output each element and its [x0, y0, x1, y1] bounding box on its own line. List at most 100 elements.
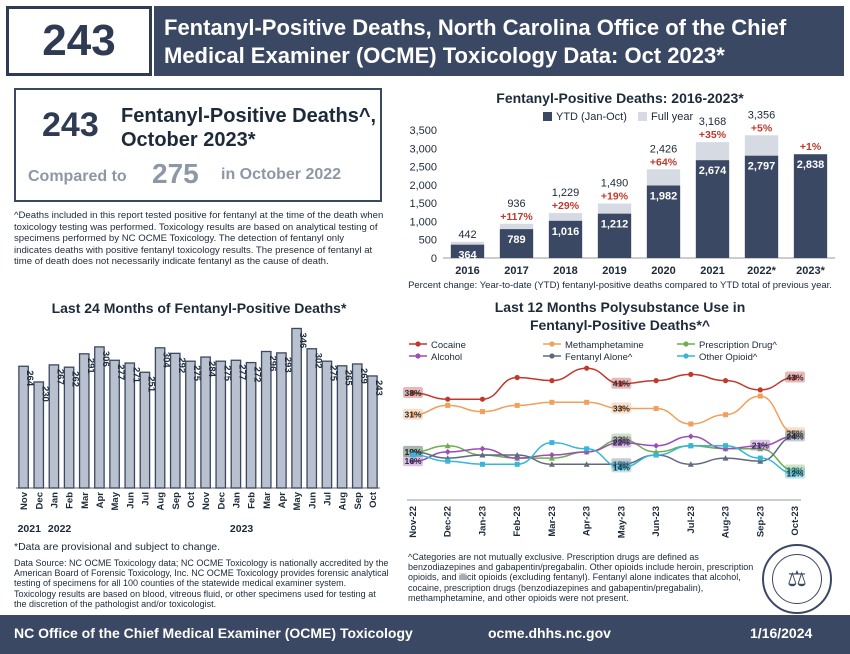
poly-xtick: Sep-23: [755, 506, 766, 537]
poly-xtick: Nov-22: [408, 506, 419, 538]
annual-ytick: 500: [419, 235, 437, 247]
poly-xtick: Jan-23: [477, 506, 488, 536]
poly-data-label: 12%: [786, 469, 803, 479]
monthly-value-label: 265: [343, 370, 354, 387]
poly-label-bg: [611, 461, 632, 473]
annual-ytick: 2,500: [409, 162, 437, 174]
poly-point: [479, 461, 485, 467]
annual-full-label: 936: [507, 198, 525, 210]
compared-to-label: Compared to: [28, 168, 127, 185]
annual-ytd-bar: [548, 220, 583, 258]
poly-point: [584, 365, 590, 371]
header-title: Fentanyl-Positive Deaths, North Carolina…: [154, 6, 844, 76]
poly-point: [548, 461, 555, 467]
poly-data-label: 33%: [613, 404, 630, 414]
annual-ytd-bar: [695, 160, 730, 258]
poly-point: [445, 396, 451, 402]
monthly-bar: [33, 381, 45, 489]
monthly-year-label: 2023: [230, 523, 254, 535]
poly-point: [445, 458, 451, 464]
poly-legend-label: Fentanyl Alone^: [565, 352, 633, 363]
annual-xtick: 2022*: [747, 265, 776, 277]
monthly-bar: [230, 359, 242, 489]
annual-ytd-bar: [499, 229, 534, 258]
poly-xtick: Feb-23: [512, 506, 523, 537]
monthly-value-label: 306: [100, 351, 111, 367]
monthly-xtick: Apr: [95, 492, 106, 509]
footer-url[interactable]: ocme.dhhs.nc.gov: [488, 625, 611, 641]
polysubstance-line-chart: Cocaine Methamphetamine Prescription Drug^…: [403, 340, 805, 538]
poly-legend-marker: [683, 341, 689, 347]
monthly-bar: [336, 365, 348, 489]
poly-point: [792, 471, 798, 477]
poly-point: [584, 446, 590, 452]
poly-point: [514, 402, 520, 408]
monthly-xtick: Aug: [156, 492, 167, 511]
poly-legend-marker: [549, 353, 555, 359]
poly-point: [549, 378, 555, 384]
header-title-line2: Medical Examiner (OCME) Toxicology Data:…: [164, 43, 725, 68]
annual-ytd-bar: [793, 154, 828, 258]
annual-pct-change: +64%: [650, 156, 678, 168]
monthly-bar: [245, 361, 257, 489]
poly-data-label: 14%: [613, 462, 630, 472]
poly-legend-marker: [549, 341, 555, 347]
poly-data-label: 23%: [613, 435, 630, 445]
poly-series-line: [412, 395, 796, 435]
poly-point: [723, 443, 729, 449]
monthly-chart-title: Last 24 Months of Fentanyl-Positive Deat…: [51, 300, 347, 316]
monthly-bar-chart: 264 Nov 230 Dec 267 Jan 262 Feb 291 Mar 306 Apr 277 M…: [16, 327, 384, 535]
monthly-bar: [351, 363, 363, 489]
monthly-bar: [124, 362, 136, 489]
monthly-xtick: Feb: [247, 492, 258, 509]
poly-data-label: 21%: [752, 441, 769, 451]
poly-title-line2: Fentanyl-Positive Deaths*^: [529, 317, 711, 333]
annual-pct-change: +5%: [751, 122, 773, 134]
poly-point: [687, 461, 694, 467]
header-number: 243: [6, 6, 152, 76]
poly-data-label: 25%: [786, 428, 803, 438]
poly-xtick: Apr-23: [582, 506, 593, 536]
annual-ytd-label: 789: [507, 234, 525, 246]
monthly-value-label: 291: [85, 358, 96, 375]
poly-label-bg: [403, 408, 423, 420]
poly-point: [688, 421, 694, 427]
poly-xtick: Oct-23: [790, 506, 801, 536]
poly-legend-label: Other Opioid^: [699, 352, 758, 363]
poly-point: [548, 452, 555, 458]
poly-xtick: Jul-23: [686, 506, 697, 533]
poly-point: [792, 374, 798, 381]
poly-point: [792, 430, 798, 436]
data-source-note: Data Source: NC OCME Toxicology data; NC…: [14, 558, 389, 609]
poly-point: [514, 452, 521, 458]
poly-point: [722, 455, 729, 461]
monthly-year-label: 2021: [18, 523, 42, 535]
poly-point: [584, 399, 590, 405]
footer-date: 1/16/2024: [750, 625, 813, 641]
annual-ytd-label: 1,016: [552, 226, 580, 238]
monthly-xtick: Oct: [368, 491, 379, 508]
poly-label-bg: [611, 433, 632, 445]
annual-ytick: 1,500: [409, 198, 437, 210]
monthly-xtick: Jul: [140, 492, 151, 506]
poly-point: [757, 458, 764, 464]
poly-legend-label: Prescription Drug^: [699, 340, 777, 351]
annual-pct-change: +35%: [699, 129, 727, 141]
poly-point: [410, 412, 416, 418]
poly-xtick: Mar-23: [547, 506, 558, 537]
monthly-bar: [185, 360, 196, 489]
poly-point: [479, 452, 486, 458]
annual-xtick: 2019: [602, 265, 626, 277]
annual-xtick: 2020: [651, 265, 675, 277]
summary-label-line2: October 2023*: [121, 129, 256, 151]
poly-xtick: Aug-23: [721, 506, 732, 538]
monthly-value-label: 346: [297, 332, 308, 348]
monthly-bar: [48, 364, 60, 489]
monthly-value-label: 264: [24, 370, 35, 387]
monthly-value-label: 293: [282, 357, 293, 373]
annual-xtick: 2016: [455, 265, 479, 277]
categories-note: ^Categories are not mutually exclusive. …: [408, 552, 754, 603]
annual-chart-title: Fentanyl-Positive Deaths: 2016-2023*: [496, 90, 744, 106]
monthly-value-label: 251: [145, 376, 156, 393]
poly-series-line: [412, 435, 796, 462]
